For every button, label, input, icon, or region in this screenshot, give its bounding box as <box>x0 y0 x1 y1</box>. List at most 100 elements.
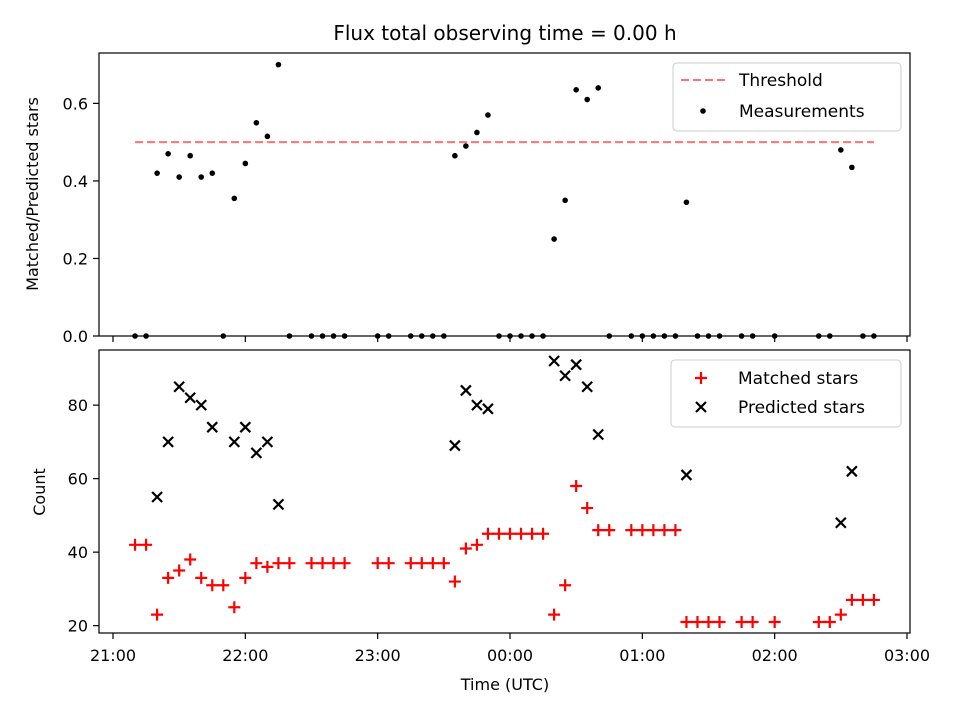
legend-threshold-label: Threshold <box>738 71 823 91</box>
predicted-star-point <box>471 399 483 411</box>
measurement-point <box>154 170 160 176</box>
predicted-star-point <box>162 436 174 448</box>
count-y-tick-label: 80 <box>68 396 88 415</box>
measurement-point <box>562 197 568 204</box>
matched-star-point <box>592 524 605 537</box>
matched-star-point <box>548 608 561 621</box>
matched-star-point <box>173 564 186 577</box>
ratio-plot-frame <box>98 52 911 337</box>
matched-star-point <box>261 560 274 573</box>
measurement-point <box>683 199 690 206</box>
matched-star-point <box>459 542 472 555</box>
matched-star-point <box>658 524 671 537</box>
measurement-point <box>849 164 855 171</box>
matched-star-point <box>305 557 318 570</box>
matched-star-point <box>272 557 285 570</box>
matched-star-point <box>327 557 340 570</box>
ratio-y-tick-label: 0.6 <box>63 94 88 113</box>
predicted-star-point <box>835 516 847 529</box>
measurement-point <box>838 147 844 153</box>
matched-star-point <box>338 557 351 570</box>
measurement-point <box>474 129 480 136</box>
legend-matched-label: Matched stars <box>738 369 858 389</box>
count-y-tick-label: 40 <box>68 543 88 562</box>
predicted-star-point <box>228 436 241 448</box>
legend-matched-swatch <box>695 372 707 384</box>
measurement-point <box>209 170 216 176</box>
matched-star-point <box>559 579 572 592</box>
predicted-star-point <box>261 436 274 448</box>
matched-star-point <box>570 479 583 492</box>
matched-star-point <box>316 557 329 570</box>
measurement-point <box>584 96 590 103</box>
legend-predicted-swatch <box>695 401 707 413</box>
matched-star-point <box>492 527 505 540</box>
matched-star-point <box>526 527 539 540</box>
matched-star-point <box>823 615 836 628</box>
measurement-point <box>231 195 238 202</box>
legend-measurements-swatch <box>700 108 706 114</box>
predicted-star-point <box>482 403 494 415</box>
ratio-y-axis-label: Matched/Predicted stars <box>23 97 42 291</box>
matched-star-point <box>217 579 230 592</box>
measurement-point <box>485 112 491 118</box>
chart-title: Flux total observing time = 0.00 h <box>333 21 676 45</box>
matched-star-point <box>426 557 439 570</box>
measurement-point <box>264 133 271 140</box>
matched-star-point <box>129 538 142 551</box>
legend-predicted-label: Predicted stars <box>738 398 865 418</box>
predicted-star-point <box>195 399 207 411</box>
predicted-star-point <box>581 380 593 393</box>
predicted-star-point <box>846 465 858 478</box>
matched-star-point <box>702 615 715 628</box>
matched-star-point <box>746 615 759 628</box>
matched-star-point <box>625 524 638 537</box>
matched-star-point <box>537 527 550 540</box>
predicted-star-point <box>151 491 163 503</box>
predicted-star-point <box>250 447 263 459</box>
ratio-legend: Threshold Measurements <box>672 62 902 132</box>
x-axis-label: Time (UTC) <box>460 675 549 694</box>
measurement-point <box>595 85 602 91</box>
legend-measurements-label: Measurements <box>739 102 865 122</box>
matched-star-point <box>250 557 263 570</box>
predicted-star-point <box>680 469 693 481</box>
measurement-point <box>187 152 193 159</box>
measurement-point <box>165 150 171 157</box>
count-y-axis-label: Count <box>30 468 49 516</box>
matched-star-point <box>515 527 528 540</box>
matched-star-point <box>184 553 197 566</box>
matched-star-point <box>636 524 649 537</box>
count-x-tick-label: 22:00 <box>222 646 268 665</box>
matched-star-point <box>834 608 847 621</box>
count-x-tick-label: 01:00 <box>619 646 665 665</box>
predicted-star-point <box>184 392 196 404</box>
count-panel: 20 40 60 80 21:00 22:00 23:00 00:00 01:00 02:00 0… <box>30 349 930 694</box>
measurement-point <box>176 174 182 180</box>
matched-star-point <box>845 593 858 606</box>
matched-star-point <box>371 557 384 570</box>
count-x-tick-label: 00:00 <box>487 646 533 665</box>
matched-star-point <box>481 527 494 540</box>
predicted-star-point <box>173 380 185 393</box>
matched-star-point <box>382 557 395 570</box>
matched-star-point <box>735 615 748 628</box>
ratio-y-tick-label: 0.4 <box>63 172 88 191</box>
matched-star-point <box>239 571 252 584</box>
matched-star-point <box>283 557 296 570</box>
matched-star-point <box>415 557 428 570</box>
ratio-panel: 0.0 0.2 0.4 0.6 Matched/Predicted stars Thr… <box>23 52 911 346</box>
matched-star-point <box>669 524 682 537</box>
matched-star-point <box>228 601 241 614</box>
predicted-star-point <box>449 439 461 452</box>
count-y-tick-label: 20 <box>68 617 88 636</box>
matched-star-point <box>162 571 175 584</box>
predicted-star-point <box>592 428 604 441</box>
count-legend: Matched stars Predicted stars <box>670 359 902 428</box>
matched-star-point <box>647 524 660 537</box>
count-y-tick-label: 60 <box>68 470 88 489</box>
matched-star-point <box>140 538 153 551</box>
measurement-point <box>253 119 260 126</box>
measurement-point <box>198 174 205 180</box>
